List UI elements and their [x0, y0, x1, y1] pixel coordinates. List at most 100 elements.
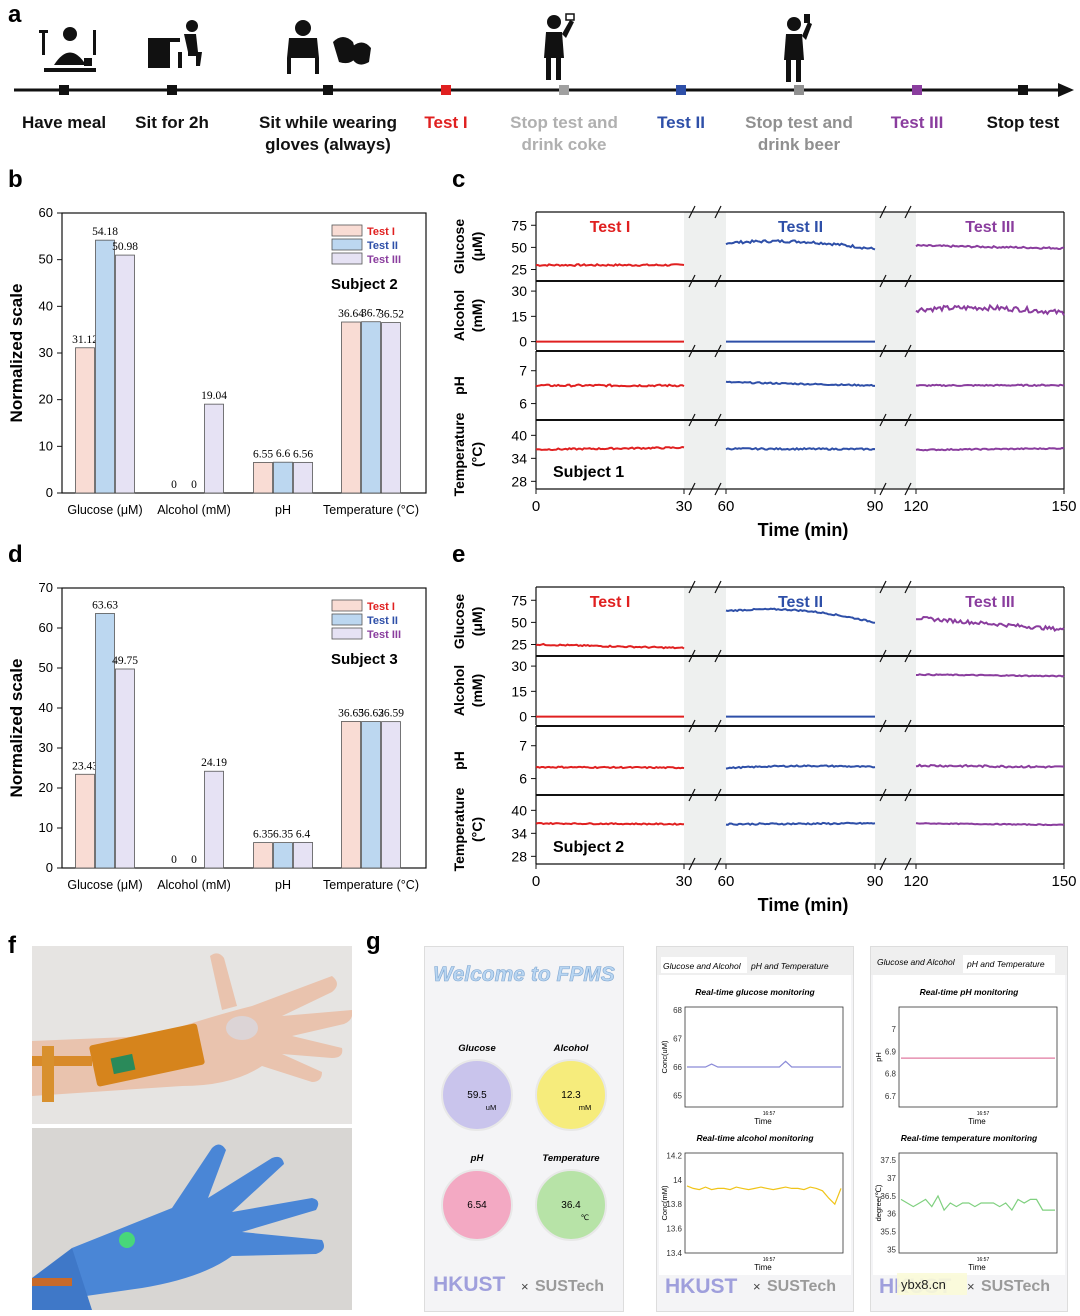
- bar-data-label: 36.65: [338, 707, 364, 719]
- bar: [95, 239, 115, 494]
- y-tick-label: 30: [511, 658, 527, 674]
- series-line: [725, 764, 876, 770]
- x-tick-label: 120: [903, 873, 928, 890]
- gauge-value: 12.3: [561, 1090, 581, 1101]
- sustech-logo-2: SUSTech: [767, 1278, 836, 1295]
- hkust-logo-2: HKUST: [665, 1275, 738, 1298]
- mini-chart-frame: [684, 1006, 844, 1108]
- mini-y-tick-label: 13.6: [666, 1225, 682, 1234]
- mini-y-tick-label: 13.4: [666, 1249, 682, 1258]
- axis-break-mark: [879, 482, 887, 496]
- y-tick-label: 70: [39, 580, 53, 595]
- y-tick-label: 0: [519, 709, 527, 725]
- x-tick-label: 60: [718, 873, 735, 890]
- gauge-unit: ℃: [581, 1213, 589, 1222]
- y-tick-label: 7: [519, 363, 527, 379]
- legend-label: Test I: [367, 601, 395, 613]
- bar-chart-subject2: b 0 10 20 30 40 50 60 Normalized scale 31.12 54.18…: [7, 166, 427, 517]
- axis-break-mark: [879, 580, 887, 594]
- mini-y-tick-label: 67: [673, 1034, 682, 1043]
- tab2-ph-temperature[interactable]: [963, 955, 1055, 973]
- gauge-circle[interactable]: [535, 1169, 607, 1241]
- axis-break-mark: [904, 205, 912, 219]
- mini-x-tick-label: 16:57: [977, 1257, 990, 1263]
- series-line: [915, 383, 1065, 388]
- bar-data-label: 36.64: [338, 308, 364, 320]
- axis-break-mark: [688, 344, 696, 358]
- bar: [381, 322, 401, 494]
- bar: [75, 773, 95, 869]
- bar-data-label: 6.56: [293, 448, 313, 460]
- y-tick-label: 0: [46, 860, 53, 875]
- y-tick-label: 25: [511, 262, 527, 278]
- gauge-name: pH: [470, 1153, 485, 1164]
- mini-series-line: [900, 1194, 1055, 1212]
- timeline-label: Test II: [657, 113, 705, 132]
- panel-label: d: [8, 541, 23, 568]
- gauge-circle[interactable]: [441, 1169, 513, 1241]
- legend-swatch: [331, 238, 363, 251]
- have-meal-icon: [39, 27, 96, 72]
- panel-b: b 0 10 20 30 40 50 60 Normalized scale 31.12 54.18…: [0, 165, 440, 525]
- mini-chart-frame: [684, 1152, 844, 1254]
- drink-coke-icon: [544, 13, 575, 80]
- series-line: [535, 642, 685, 650]
- y-tick-label: 6: [519, 396, 527, 412]
- tab-glucose-alcohol-label: Glucose and Alcohol: [663, 961, 742, 971]
- y-tick-label: 20: [39, 780, 53, 795]
- series-line: [725, 821, 876, 826]
- axis-break-mark: [688, 788, 696, 802]
- mini-y-tick-label: 14.2: [666, 1151, 682, 1160]
- timeline-marker: [167, 85, 177, 95]
- timeline-marker: [912, 85, 922, 95]
- bar-data-label: 36.62: [358, 708, 384, 720]
- axis-break-mark: [904, 344, 912, 358]
- timeline-label: Sit for 2h: [135, 113, 209, 132]
- gauge-unit: mM: [579, 1103, 592, 1112]
- gauge-circle[interactable]: [441, 1059, 513, 1131]
- bar-data-label: 36.52: [378, 309, 404, 321]
- tab-ph-temperature[interactable]: pH and Temperature: [750, 961, 829, 971]
- series-line: [535, 263, 685, 267]
- panel-f-label: f: [8, 932, 17, 959]
- tab-glucose-alcohol[interactable]: [661, 957, 747, 973]
- timeline-label: Have meal: [22, 113, 106, 132]
- axis-break-mark: [714, 719, 722, 733]
- subject-label: Subject 3: [331, 651, 398, 668]
- photo-bare-hand: [32, 946, 352, 1124]
- x-category-label: pH: [275, 503, 291, 517]
- y-tick-label: 15: [511, 683, 527, 699]
- x-tick-label: 30: [676, 873, 693, 890]
- axis-break-mark: [904, 719, 912, 733]
- mini-y-tick-label: 14: [673, 1176, 682, 1185]
- bar-chart-subject3: d 0 10 20 30 40 50 60 70 Normalized scale 23.43 63.…: [7, 541, 427, 892]
- y-tick-label: 28: [511, 473, 527, 489]
- bar-data-label: 6.35: [273, 829, 293, 841]
- axis-break-mark: [714, 482, 722, 496]
- bar-data-label: 36.7: [361, 308, 381, 320]
- bar: [293, 461, 313, 494]
- app-glucose-alcohol-screen: Glucose and Alcohol pH and Temperature H…: [656, 946, 854, 1312]
- timeline-panel: a Have meal Sit for 2h Sit while wearing gl…: [8, 1, 1074, 154]
- series-line: [725, 446, 876, 451]
- mini-chart-frame: [898, 1152, 1058, 1254]
- gauge-circle[interactable]: [535, 1059, 607, 1131]
- axis-break-mark: [688, 205, 696, 219]
- x-axis-title: Time (min): [758, 895, 849, 915]
- bar-data-label: 36.59: [378, 708, 404, 720]
- gauge-unit: uM: [486, 1103, 496, 1112]
- bar: [361, 721, 381, 869]
- axis-break-mark: [904, 649, 912, 663]
- series-line: [916, 615, 1065, 632]
- panel-e: e 25 50 75 Glucose (μM) 0 15 30 Alcohol (mM) 6 7 pH 28…: [440, 540, 1080, 930]
- y-tick-label: 50: [39, 252, 53, 267]
- y-tick-label: 40: [511, 427, 527, 443]
- x-tick-label: 150: [1051, 873, 1076, 890]
- series-line: [915, 822, 1065, 827]
- timeline-label: drink beer: [758, 135, 841, 154]
- bar-data-label: 24.19: [201, 757, 227, 769]
- legend-swatch: [331, 627, 363, 640]
- gloved-hand-illustration: [32, 1144, 324, 1310]
- tab2-glucose-alcohol[interactable]: Glucose and Alcohol: [877, 957, 956, 967]
- x-category-label: Alcohol (mM): [157, 503, 231, 517]
